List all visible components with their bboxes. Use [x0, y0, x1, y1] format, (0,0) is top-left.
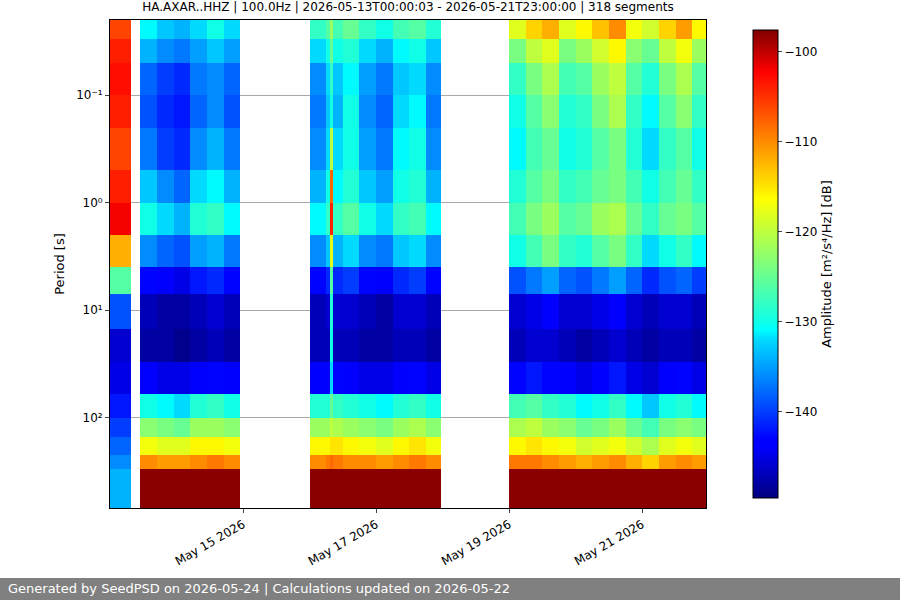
svg-text:May 17 2026: May 17 2026: [306, 517, 381, 568]
svg-text:Amplitude [m²/s⁴/Hz] [dB]: Amplitude [m²/s⁴/Hz] [dB]: [819, 180, 834, 348]
svg-text:10⁰: 10⁰: [83, 196, 103, 210]
svg-text:HA.AXAR..HHZ | 100.0Hz | 2026-: HA.AXAR..HHZ | 100.0Hz | 2026-05-13T00:0…: [142, 0, 673, 14]
svg-text:−130: −130: [784, 315, 817, 329]
svg-text:10⁻¹: 10⁻¹: [76, 88, 103, 102]
svg-text:May 19 2026: May 19 2026: [439, 517, 514, 568]
svg-text:Period [s]: Period [s]: [52, 233, 67, 295]
svg-text:−100: −100: [784, 45, 817, 59]
svg-text:May 15 2026: May 15 2026: [173, 517, 248, 568]
svg-text:May 21 2026: May 21 2026: [572, 517, 647, 568]
html-text:Generated by SeedPSD on 2026-0: Generated by SeedPSD on 2026-05-24 | Cal…: [8, 581, 510, 596]
svg-text:10¹: 10¹: [83, 303, 103, 317]
svg-text:−140: −140: [784, 405, 817, 419]
svg-text:−120: −120: [784, 225, 817, 239]
svg-text:−110: −110: [784, 135, 817, 149]
svg-text:10²: 10²: [83, 411, 103, 425]
